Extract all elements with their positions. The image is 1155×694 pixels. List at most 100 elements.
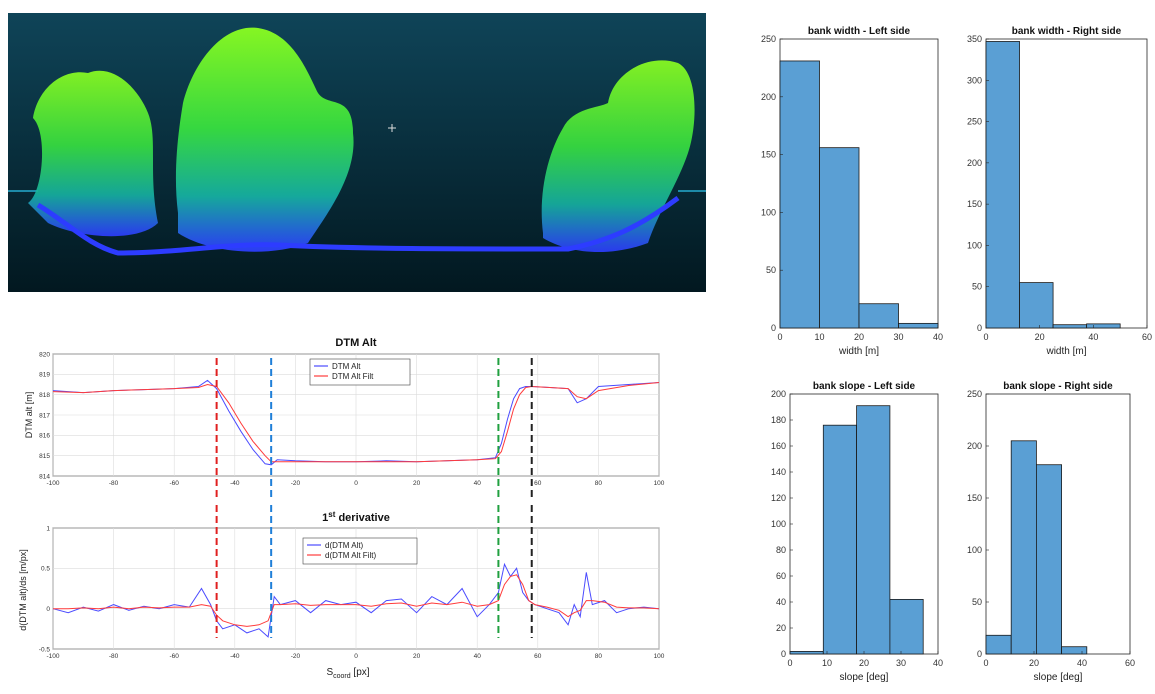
histogram-bar [858,303,899,329]
legend-label: d(DTM Alt) [325,541,364,550]
x-tick-label: 0 [983,658,988,668]
legend-label: DTM Alt [332,362,361,371]
y-tick-label: 200 [967,158,982,168]
histogram-bar [889,598,924,655]
bank-slope-right-histogram: 0 20 40 60 0 50 100 150 200 250 bank slope - Right… [952,370,1155,689]
x-tick-label: 40 [474,480,482,487]
x-tick-label: -80 [109,653,119,660]
series-line-2 [52,382,660,463]
y-axis-label: d(DTM alt)/ds [m/px] [18,549,28,631]
x-label-main: S [326,667,333,678]
y-tick-label: 0 [771,323,776,333]
y-tick-label: 100 [967,240,982,250]
x-axis-label: width [m] [1045,346,1086,357]
histogram-bar [898,322,939,329]
y-tick-label: 150 [761,150,776,160]
left-tree-canopy [28,70,158,237]
x-label-rest: [px] [351,667,370,678]
y-tick-label: 150 [967,199,982,209]
histogram-bar [856,405,891,655]
y-tick-label: 150 [967,493,982,503]
bank-width-right-histogram: 0 20 40 60 0 50 100 150 200 250 300 350 bank width -… [952,10,1155,372]
histogram-bar [1086,323,1121,329]
y-tick-label: 100 [967,545,982,555]
chart-title: 1st derivative [322,510,390,524]
x-tick-label: -100 [46,480,59,487]
histogram-bar [819,147,860,329]
bank-slope-right-plot: 0 20 40 60 0 50 100 150 200 250 bank slope - Right… [967,381,1135,683]
x-tick-label: 20 [859,658,869,668]
y-tick-label: 0 [46,606,50,613]
x-tick-label: 40 [1088,332,1098,342]
y-tick-label: 0 [781,649,786,659]
y-tick-label: 50 [766,265,776,275]
x-axis-label: slope [deg] [840,672,889,683]
x-tick-label: -80 [109,480,119,487]
y-tick-label: 50 [972,597,982,607]
x-tick-label: -60 [169,480,179,487]
x-tick-label: 10 [814,332,824,342]
point-cloud-view [8,13,706,292]
x-axis-label: Scoord [px] [326,667,369,680]
y-tick-label: 80 [776,545,786,555]
right-tree-canopy [541,60,695,253]
x-tick-label: 100 [654,653,665,660]
y-tick-label: 100 [771,519,786,529]
x-tick-label: 40 [474,653,482,660]
y-tick-label: 818 [39,392,50,399]
y-tick-label: 0 [977,323,982,333]
y-tick-label: 300 [967,75,982,85]
point-cloud-image [8,13,706,292]
histogram-bar [1010,440,1037,655]
y-tick-label: 817 [39,412,50,419]
x-axis-label: width [m] [838,346,879,357]
dtm-alt-plot: -100 -80 -60 -40 -20 0 20 40 60 80 100 814 815 816 817… [24,337,665,500]
bank-width-right-plot: 0 20 40 60 0 50 100 150 200 250 300 350 bank width -… [967,26,1152,357]
legend-box [302,537,418,565]
histogram-bar [822,424,858,655]
x-tick-label: -20 [291,480,301,487]
y-tick-label: 250 [761,34,776,44]
x-tick-label: -100 [46,653,59,660]
x-tick-label: 60 [534,480,542,487]
histogram-bar [1052,324,1088,329]
chart-title: bank slope - Left side [813,381,916,392]
bank-width-left-histogram: 0 10 20 30 40 0 50 100 150 200 250 bank width - Lef… [740,10,952,372]
y-tick-label: 250 [967,389,982,399]
histogram-bar [1036,464,1063,655]
x-tick-label: 40 [933,332,943,342]
x-tick-label: 40 [933,658,943,668]
y-tick-label: -0.5 [39,646,51,653]
title-superscript: st [328,510,335,519]
histogram-bar [985,41,1020,329]
histogram-bar [789,650,824,655]
y-tick-label: 160 [771,441,786,451]
y-tick-label: 250 [967,117,982,127]
bank-slope-left-histogram: 0 10 20 30 40 0 20 40 60 80 100 120 140 160 180 200 bank… [740,370,952,689]
x-tick-label: 60 [534,653,542,660]
x-axis-label: slope [deg] [1034,672,1083,683]
histogram-bar [1061,646,1088,655]
bank-width-left-plot: 0 10 20 30 40 0 50 100 150 200 250 bank width - Lef… [761,26,943,357]
chart-title: DTM Alt [335,337,376,349]
y-tick-label: 200 [967,441,982,451]
y-tick-label: 200 [761,92,776,102]
histogram-bar [985,634,1012,655]
x-tick-label: 0 [777,332,782,342]
y-tick-label: 50 [972,282,982,292]
x-tick-label: 100 [654,480,665,487]
histogram-bar [1019,282,1054,329]
bank-slope-left-plot: 0 10 20 30 40 0 20 40 60 80 100 120 140 160 180 200 bank… [771,381,943,683]
x-tick-label: 20 [1035,332,1045,342]
x-tick-label: -20 [291,653,301,660]
y-tick-label: 40 [776,597,786,607]
chart-title: bank width - Left side [808,26,911,37]
y-tick-label: 820 [39,351,50,358]
y-axis-label: DTM alt [m] [24,392,34,439]
ground-profile [36,195,680,256]
dtm-alt-chart: -100 -80 -60 -40 -20 0 20 40 60 80 100 814 815 816 817… [0,328,680,500]
x-tick-label: 0 [787,658,792,668]
x-tick-label: 0 [354,653,358,660]
x-tick-label: 20 [854,332,864,342]
x-tick-label: -40 [230,653,240,660]
